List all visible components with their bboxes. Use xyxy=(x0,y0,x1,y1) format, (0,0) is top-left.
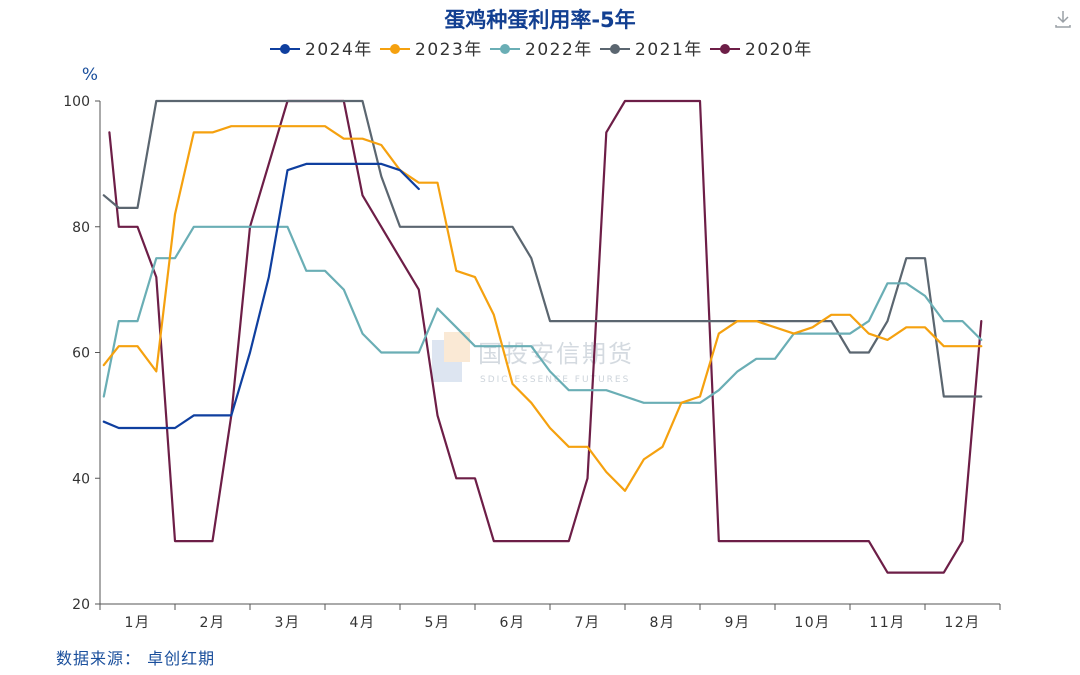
legend-label: 2021年 xyxy=(635,40,703,60)
x-tick-label: 1月 xyxy=(125,615,151,631)
legend-label: 2022年 xyxy=(525,40,593,60)
y-tick-label: 40 xyxy=(72,471,90,487)
x-tick-label: 2月 xyxy=(200,615,226,631)
data-source: 数据来源： 卓创红期 xyxy=(56,649,216,668)
y-axis-unit: % xyxy=(82,65,98,85)
legend-label: 2023年 xyxy=(415,40,483,60)
series-line-2020年 xyxy=(108,99,983,574)
series-line-2021年 xyxy=(102,99,983,398)
y-tick-label: 100 xyxy=(63,94,90,110)
y-tick-label: 60 xyxy=(72,346,90,362)
download-icon[interactable] xyxy=(1052,8,1074,30)
watermark-subtext: SDIC ESSENCE FUTURES xyxy=(480,375,630,385)
legend-label: 2024年 xyxy=(305,40,373,60)
x-tick-label: 4月 xyxy=(350,615,376,631)
x-tick-label: 11月 xyxy=(869,615,905,631)
x-tick-label: 6月 xyxy=(500,615,526,631)
legend-marker xyxy=(500,44,510,54)
x-tick-label: 3月 xyxy=(275,615,301,631)
chart-title: 蛋鸡种蛋利用率-5年 xyxy=(444,8,635,32)
y-tick-label: 20 xyxy=(72,597,90,613)
series-line-2024年 xyxy=(102,162,420,430)
x-tick-label: 9月 xyxy=(725,615,751,631)
legend-marker xyxy=(720,44,730,54)
watermark-logo xyxy=(432,332,470,382)
legend-marker xyxy=(280,44,290,54)
x-tick-label: 12月 xyxy=(944,615,980,631)
series-line-2022年 xyxy=(102,225,983,404)
legend-label: 2020年 xyxy=(745,40,813,60)
legend-marker xyxy=(610,44,620,54)
y-tick-label: 80 xyxy=(72,220,90,236)
x-tick-label: 10月 xyxy=(794,615,830,631)
x-tick-label: 8月 xyxy=(650,615,676,631)
legend-marker xyxy=(390,44,400,54)
x-tick-label: 7月 xyxy=(575,615,601,631)
x-tick-label: 5月 xyxy=(425,615,451,631)
series-line-2023年 xyxy=(102,125,983,492)
